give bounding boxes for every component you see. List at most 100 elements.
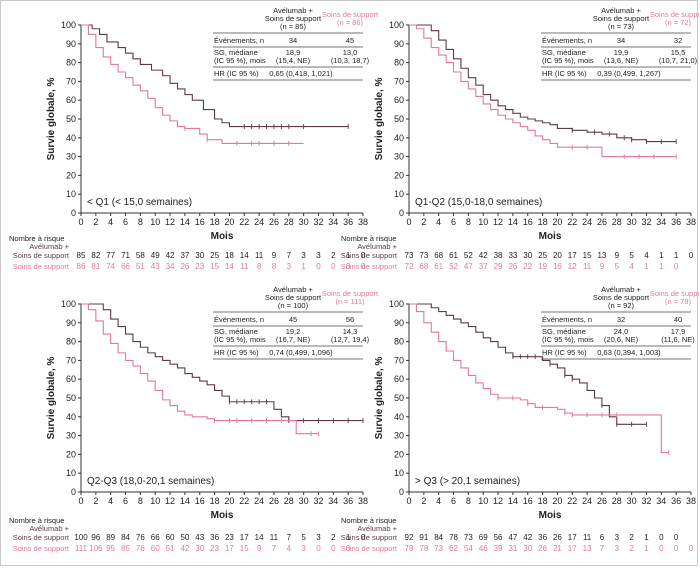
table-value: (16,7, NE)	[276, 335, 311, 344]
curve-avelumab	[409, 24, 677, 143]
y-tick-label: 60	[66, 374, 76, 384]
x-tick-label: 14	[508, 496, 518, 506]
risk-count-support: 34	[166, 262, 175, 271]
x-tick-label: 18	[210, 496, 220, 506]
table-row-label: SG, médiane	[214, 48, 258, 57]
x-tick-label: 26	[269, 217, 279, 227]
risk-count-support: 11	[583, 262, 592, 271]
x-axis-title: Mois	[539, 510, 562, 521]
table-value: 45	[346, 36, 354, 45]
y-tick-label: 30	[66, 152, 76, 162]
x-tick-label: 30	[627, 496, 637, 506]
risk-count-support: 78	[419, 544, 428, 553]
risk-count-avelumab: 69	[479, 533, 488, 542]
risk-count-support: 1	[644, 262, 649, 271]
risk-count-support: 0	[659, 544, 664, 553]
risk-count-avelumab: 37	[180, 251, 189, 260]
risk-count-avelumab: 6	[600, 533, 605, 542]
x-tick-label: 10	[478, 217, 488, 227]
risk-count-avelumab: 0	[361, 533, 366, 542]
table-row-label: HR (IC 95 %)	[542, 69, 587, 78]
risk-count-avelumab: 14	[240, 251, 249, 260]
risk-count-avelumab: 56	[494, 533, 503, 542]
x-tick-label: 8	[138, 217, 143, 227]
table-row-label: (IC 95 %), mois	[542, 56, 594, 65]
risk-count-avelumab: 78	[449, 533, 458, 542]
x-tick-label: 16	[195, 496, 205, 506]
x-tick-label: 10	[150, 496, 160, 506]
panel-annotation: Q2-Q3 (18,0-20,1 semaines)	[87, 476, 214, 487]
y-tick-label: 50	[394, 393, 404, 403]
y-tick-label: 20	[394, 170, 404, 180]
table-header-support: Soins de support	[650, 289, 699, 298]
risk-count-support: 85	[121, 544, 130, 553]
risk-count-support: 51	[166, 544, 175, 553]
y-tick-label: 70	[66, 76, 76, 86]
risk-count-avelumab: 11	[270, 533, 279, 542]
x-tick-label: 30	[299, 496, 309, 506]
risk-count-support: 31	[508, 544, 517, 553]
risk-count-avelumab: 25	[538, 251, 547, 260]
risk-count-support: 21	[553, 544, 562, 553]
table-value: (11,6, NE)	[661, 335, 695, 344]
table-header-support: Soins de support	[322, 10, 379, 19]
risk-count-avelumab: 13	[597, 251, 606, 260]
risk-count-support: 76	[136, 544, 145, 553]
curve-support	[81, 303, 319, 435]
y-tick-label: 0	[71, 487, 76, 497]
y-axis-title: Survie globale, %	[374, 77, 385, 160]
risk-count-avelumab: 18	[225, 251, 234, 260]
panel-annotation: Q1-Q2 (15,0-18,0 semaines)	[415, 197, 542, 208]
x-tick-label: 30	[627, 217, 637, 227]
table-value: 19,9	[614, 48, 629, 57]
y-tick-label: 50	[66, 114, 76, 124]
table-value: (15,4, NE)	[276, 56, 311, 65]
table-header-support-n: (n = 111)	[335, 297, 365, 306]
table-value: 56	[346, 315, 354, 324]
risk-count-avelumab: 42	[523, 533, 532, 542]
y-tick-label: 90	[394, 39, 404, 49]
risk-count-avelumab: 92	[405, 533, 414, 542]
x-tick-label: 26	[597, 217, 607, 227]
x-tick-label: 34	[656, 217, 666, 227]
risk-label-avelumab: Avélumab +	[357, 242, 397, 251]
risk-count-avelumab: 2	[331, 533, 336, 542]
table-header-avelumab: Avélumab +	[273, 6, 313, 15]
table-value: (20,6, NE)	[604, 335, 639, 344]
x-tick-label: 36	[343, 496, 353, 506]
risk-count-avelumab: 7	[287, 251, 292, 260]
risk-count-avelumab: 3	[301, 251, 306, 260]
y-tick-label: 60	[394, 95, 404, 105]
table-header-avelumab-n: (n = 73)	[608, 22, 635, 31]
y-tick-label: 10	[394, 189, 404, 199]
x-tick-label: 16	[195, 217, 205, 227]
table-header-support-n: (n = 72)	[665, 18, 692, 27]
risk-count-support: 81	[91, 262, 100, 271]
x-tick-label: 8	[466, 217, 471, 227]
risk-count-support: 0	[361, 262, 366, 271]
x-tick-label: 38	[686, 496, 696, 506]
y-tick-label: 40	[66, 133, 76, 143]
curve-avelumab	[409, 303, 647, 425]
risk-count-support: 13	[583, 544, 592, 553]
risk-count-support: 73	[434, 544, 443, 553]
risk-count-avelumab: 4	[644, 251, 649, 260]
risk-label-avelumab-2: Soins de support	[341, 533, 398, 542]
risk-count-support: 11	[240, 262, 249, 271]
risk-label-support: Soins de support	[13, 544, 70, 553]
risk-count-avelumab: 58	[136, 251, 145, 260]
x-tick-label: 26	[597, 496, 607, 506]
risk-count-support: 0	[316, 262, 321, 271]
table-value: 0,65 (0,418, 1,021)	[269, 69, 333, 78]
risk-count-support: 54	[464, 544, 473, 553]
risk-count-support: 95	[106, 544, 115, 553]
y-tick-label: 80	[66, 58, 76, 68]
risk-count-avelumab: 30	[523, 251, 532, 260]
risk-count-avelumab: 17	[568, 251, 577, 260]
x-tick-label: 14	[180, 217, 190, 227]
table-value: (12,7, 19,4)	[331, 335, 370, 344]
risk-label-avelumab: Avélumab +	[29, 242, 69, 251]
